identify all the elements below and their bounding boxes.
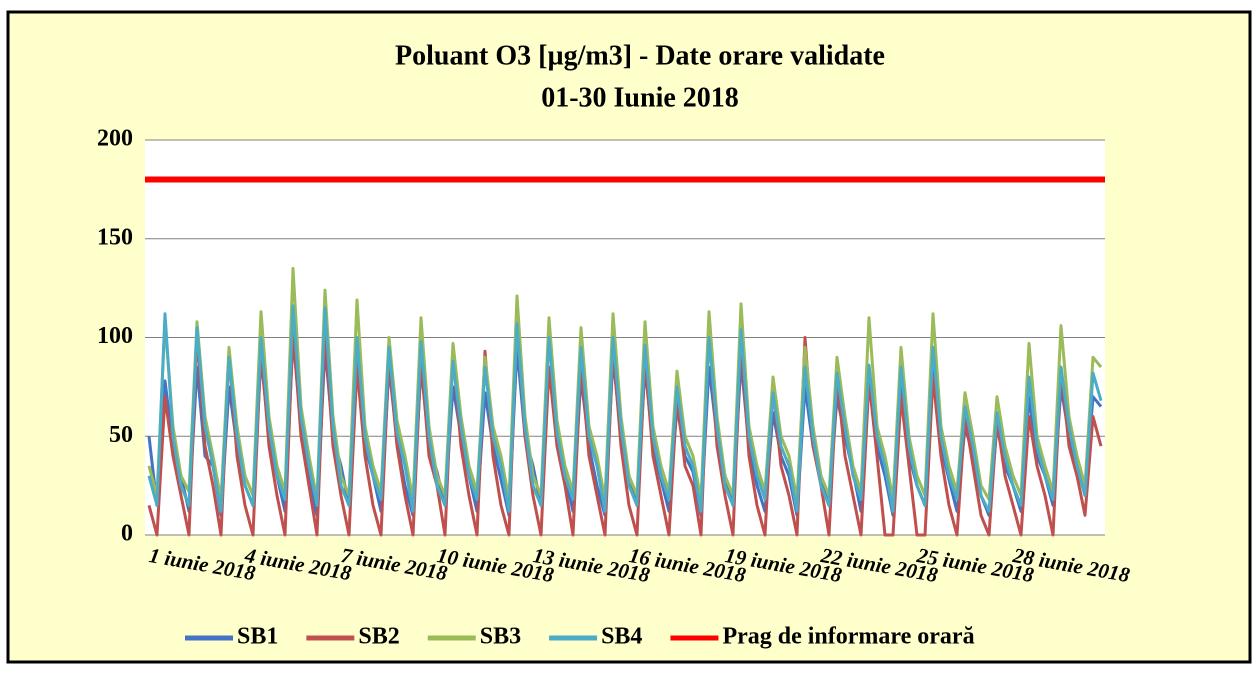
- legend-label: SB2: [358, 624, 399, 650]
- legend-label: SB3: [480, 624, 521, 650]
- y-tick-label: 50: [109, 422, 133, 448]
- y-tick-label: 0: [121, 521, 133, 547]
- legend-label: SB4: [601, 624, 642, 650]
- y-tick-label: 100: [97, 323, 133, 349]
- series-line: [147, 304, 1103, 513]
- y-tick-label: 200: [97, 126, 133, 152]
- legend-label: SB1: [237, 624, 278, 650]
- chart-title: Poluant O3 [µg/m3] - Date orare validate: [395, 40, 885, 71]
- y-tick-label: 150: [97, 224, 133, 250]
- legend-label: Prag de informare orară: [722, 624, 974, 650]
- series-line: [147, 316, 1103, 537]
- chart-subtitle: 01-30 Iunie 2018: [541, 82, 739, 113]
